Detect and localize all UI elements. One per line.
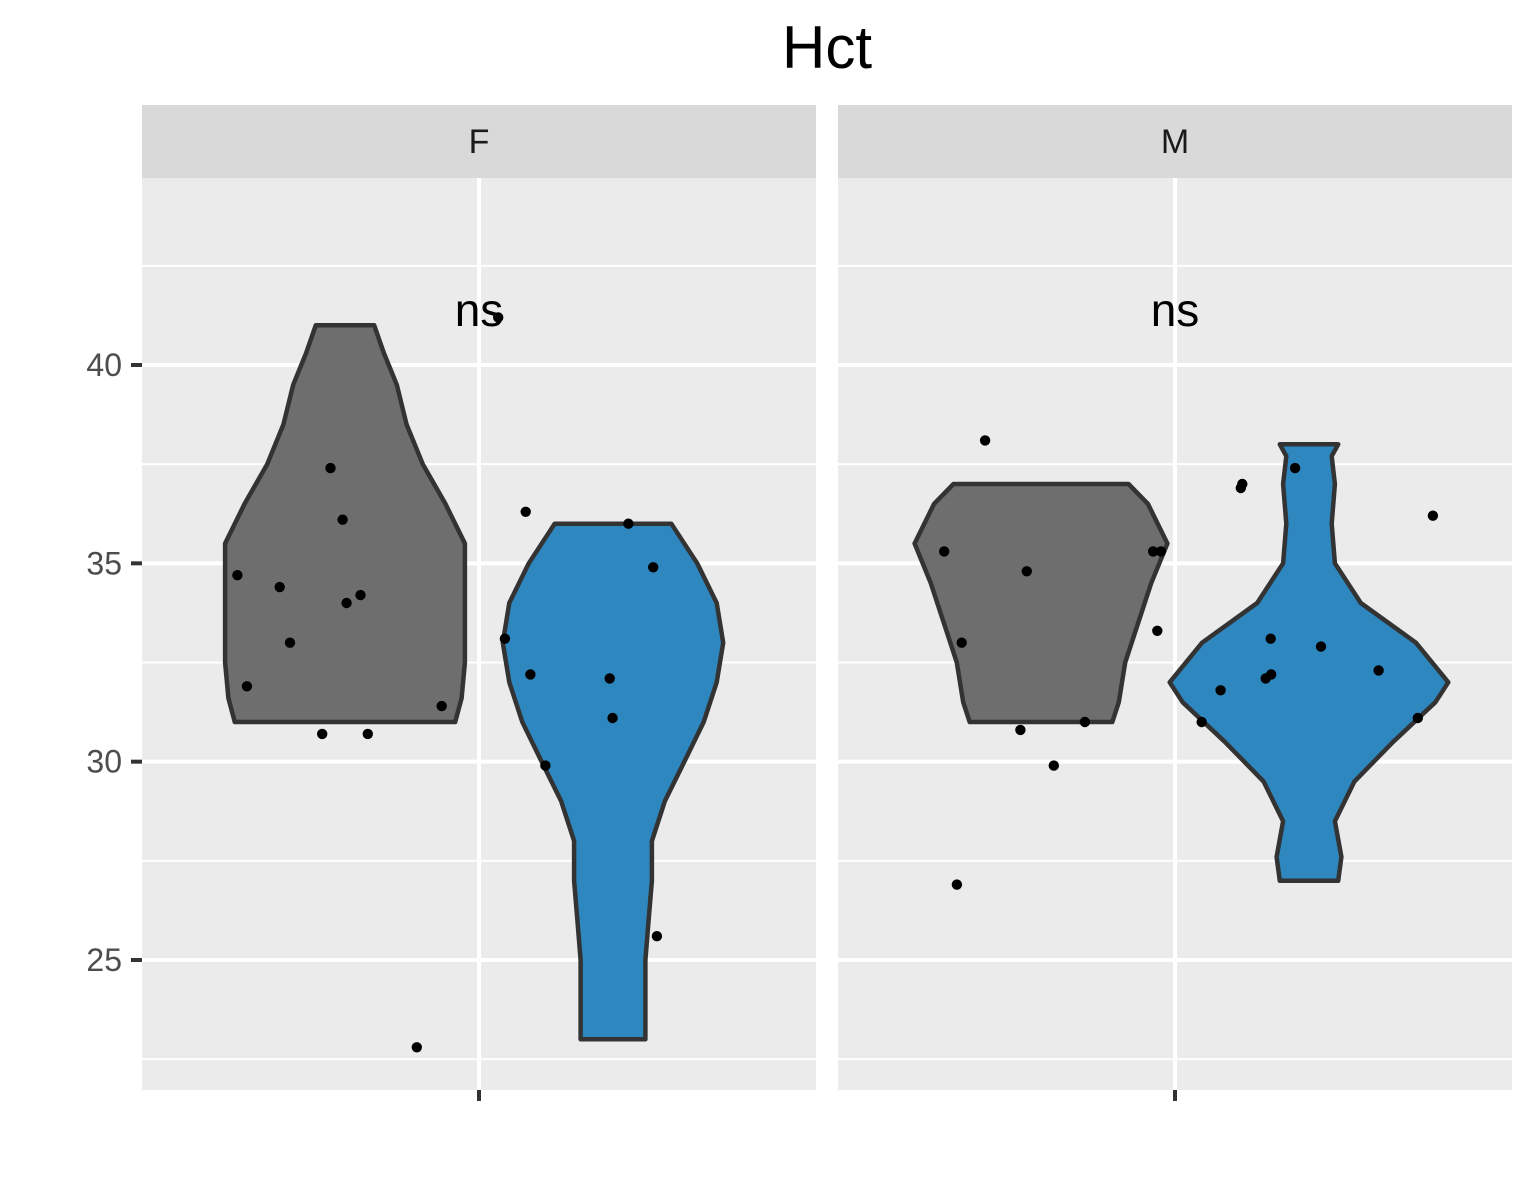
data-point: [540, 760, 551, 771]
data-point: [341, 597, 352, 609]
y-tick-label: 35: [86, 545, 122, 581]
significance-label: ns: [455, 284, 504, 336]
data-point: [623, 518, 634, 529]
data-point: [284, 637, 296, 648]
y-tick-label: 40: [86, 347, 122, 383]
chart-title: Hct: [782, 14, 872, 81]
data-point: [232, 570, 243, 581]
data-point: [1412, 712, 1424, 724]
violin-M-group1: [912, 481, 1170, 725]
data-point: [607, 712, 618, 724]
data-point: [1155, 546, 1167, 557]
data-point: [1021, 566, 1032, 577]
data-point: [939, 546, 950, 557]
data-point: [979, 435, 991, 446]
significance-label: ns: [1151, 284, 1200, 336]
data-point: [274, 581, 285, 593]
data-point: [1315, 641, 1327, 652]
violin-F-group2: [500, 521, 726, 1042]
data-point: [355, 589, 366, 601]
data-point: [1152, 625, 1163, 636]
data-point: [337, 514, 348, 525]
data-point: [362, 728, 373, 740]
data-point: [1265, 633, 1276, 644]
data-point: [436, 700, 447, 712]
facet-label: F: [469, 123, 490, 161]
data-point: [956, 637, 967, 648]
facet-strip-F: [142, 105, 816, 178]
data-point: [325, 462, 336, 474]
data-point: [951, 879, 963, 890]
facet-strip-M: [838, 105, 1512, 178]
data-point: [520, 506, 531, 517]
data-point: [1196, 716, 1207, 728]
data-point: [1147, 546, 1159, 557]
data-point: [499, 633, 511, 644]
facet-label: M: [1161, 123, 1189, 161]
data-point: [1373, 665, 1384, 676]
data-point: [1079, 716, 1091, 728]
data-point: [1237, 478, 1248, 490]
data-point: [1048, 760, 1060, 771]
data-point: [648, 562, 659, 573]
data-point: [1266, 669, 1277, 680]
data-point: [411, 1042, 422, 1053]
data-point: [604, 673, 615, 684]
data-point: [1427, 510, 1439, 521]
data-point: [1215, 685, 1226, 696]
data-point: [241, 681, 253, 692]
data-point: [525, 669, 536, 680]
data-point: [651, 931, 663, 942]
data-point: [1289, 462, 1301, 474]
y-tick-label: 30: [86, 744, 122, 780]
data-point: [1015, 724, 1026, 736]
y-tick-label: 25: [86, 942, 122, 978]
data-point: [493, 312, 504, 323]
data-point: [317, 728, 328, 740]
